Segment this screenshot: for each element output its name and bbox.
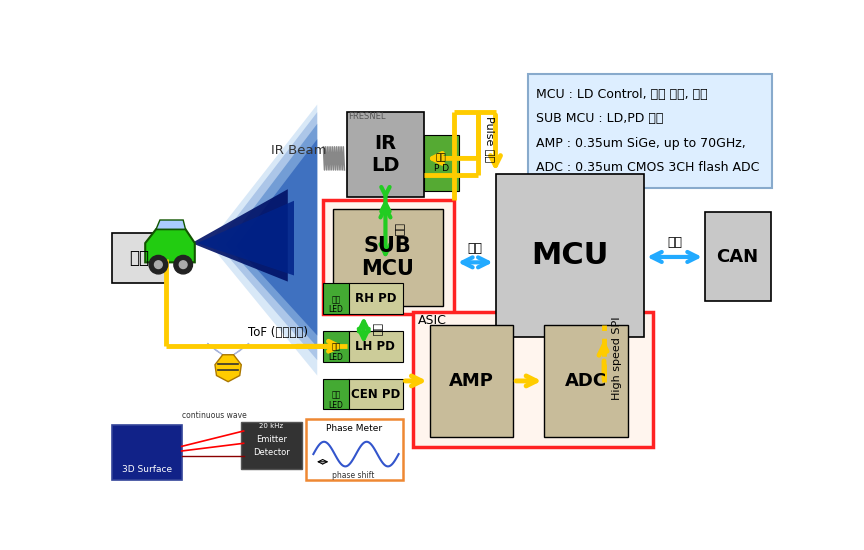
Text: CEN PD: CEN PD (351, 388, 400, 400)
Polygon shape (217, 112, 317, 360)
Text: 진단: 진단 (393, 223, 403, 236)
Text: ToF (위상변화): ToF (위상변화) (249, 326, 308, 339)
Text: 통신: 통신 (667, 236, 682, 249)
Bar (413, 312, 653, 447)
Text: High speed SPI: High speed SPI (612, 317, 622, 400)
Bar (111, 233, 166, 283)
Bar (528, 74, 772, 188)
Text: LH PD: LH PD (355, 340, 396, 353)
Text: Pulse 구동: Pulse 구동 (485, 116, 495, 162)
Polygon shape (215, 355, 241, 382)
Bar (429, 326, 513, 437)
Bar (323, 283, 349, 314)
Text: Phase Meter: Phase Meter (326, 424, 382, 433)
Bar (323, 378, 349, 409)
Text: IR Beam: IR Beam (270, 144, 327, 157)
Bar (348, 378, 403, 409)
Text: 20 kHz: 20 kHz (259, 424, 283, 430)
Circle shape (174, 255, 193, 274)
Text: Detector: Detector (253, 448, 290, 457)
Text: AMP: AMP (449, 372, 494, 390)
Text: Emitter: Emitter (256, 435, 287, 444)
Bar (544, 326, 628, 437)
Text: AMP : 0.35um SiGe, up to 70GHz,: AMP : 0.35um SiGe, up to 70GHz, (536, 137, 746, 150)
Text: 진단
LED: 진단 LED (328, 343, 343, 362)
Bar (111, 425, 181, 480)
Text: ASIC: ASIC (418, 314, 447, 327)
Text: MCU : LD Control, 거리 계산, 통신: MCU : LD Control, 거리 계산, 통신 (536, 87, 708, 101)
Text: 3D Surface: 3D Surface (122, 465, 172, 474)
Text: CAN: CAN (716, 248, 759, 266)
Polygon shape (192, 189, 288, 282)
Polygon shape (236, 139, 317, 336)
Bar (705, 212, 771, 301)
Text: 진단
LED: 진단 LED (328, 295, 343, 315)
Text: phase shift: phase shift (333, 471, 375, 480)
Bar (346, 112, 424, 197)
Bar (348, 331, 403, 362)
Text: ADC: ADC (565, 372, 607, 390)
Bar (323, 200, 454, 314)
Text: 반사: 반사 (129, 250, 149, 267)
Text: IR
LD: IR LD (372, 134, 400, 175)
Bar (348, 283, 403, 314)
Bar (323, 331, 349, 362)
Text: 통신: 통신 (467, 241, 483, 255)
Polygon shape (145, 229, 194, 262)
Text: RH PD: RH PD (354, 292, 396, 305)
Polygon shape (226, 124, 317, 347)
Text: 진단
LED: 진단 LED (328, 390, 343, 410)
Text: SUB
MCU: SUB MCU (361, 236, 414, 279)
Text: ADC : 0.35um CMOS 3CH flash ADC: ADC : 0.35um CMOS 3CH flash ADC (536, 162, 759, 174)
Text: 진단: 진단 (372, 323, 382, 337)
Circle shape (149, 255, 168, 274)
Circle shape (180, 261, 187, 268)
Polygon shape (197, 201, 294, 276)
Text: 진단
P D: 진단 P D (434, 153, 448, 173)
Polygon shape (233, 343, 249, 355)
Bar (495, 174, 645, 337)
Polygon shape (156, 220, 186, 229)
Bar (241, 422, 302, 470)
Polygon shape (207, 343, 223, 355)
Text: MCU: MCU (531, 241, 608, 270)
Circle shape (155, 261, 162, 268)
Bar (306, 419, 403, 480)
Text: FRESNEL: FRESNEL (348, 112, 385, 120)
Polygon shape (209, 104, 317, 376)
Bar (333, 209, 442, 306)
Text: continuous wave: continuous wave (181, 411, 246, 420)
Text: SUB MCU : LD,PD 진단: SUB MCU : LD,PD 진단 (536, 112, 664, 125)
Bar (424, 135, 459, 191)
